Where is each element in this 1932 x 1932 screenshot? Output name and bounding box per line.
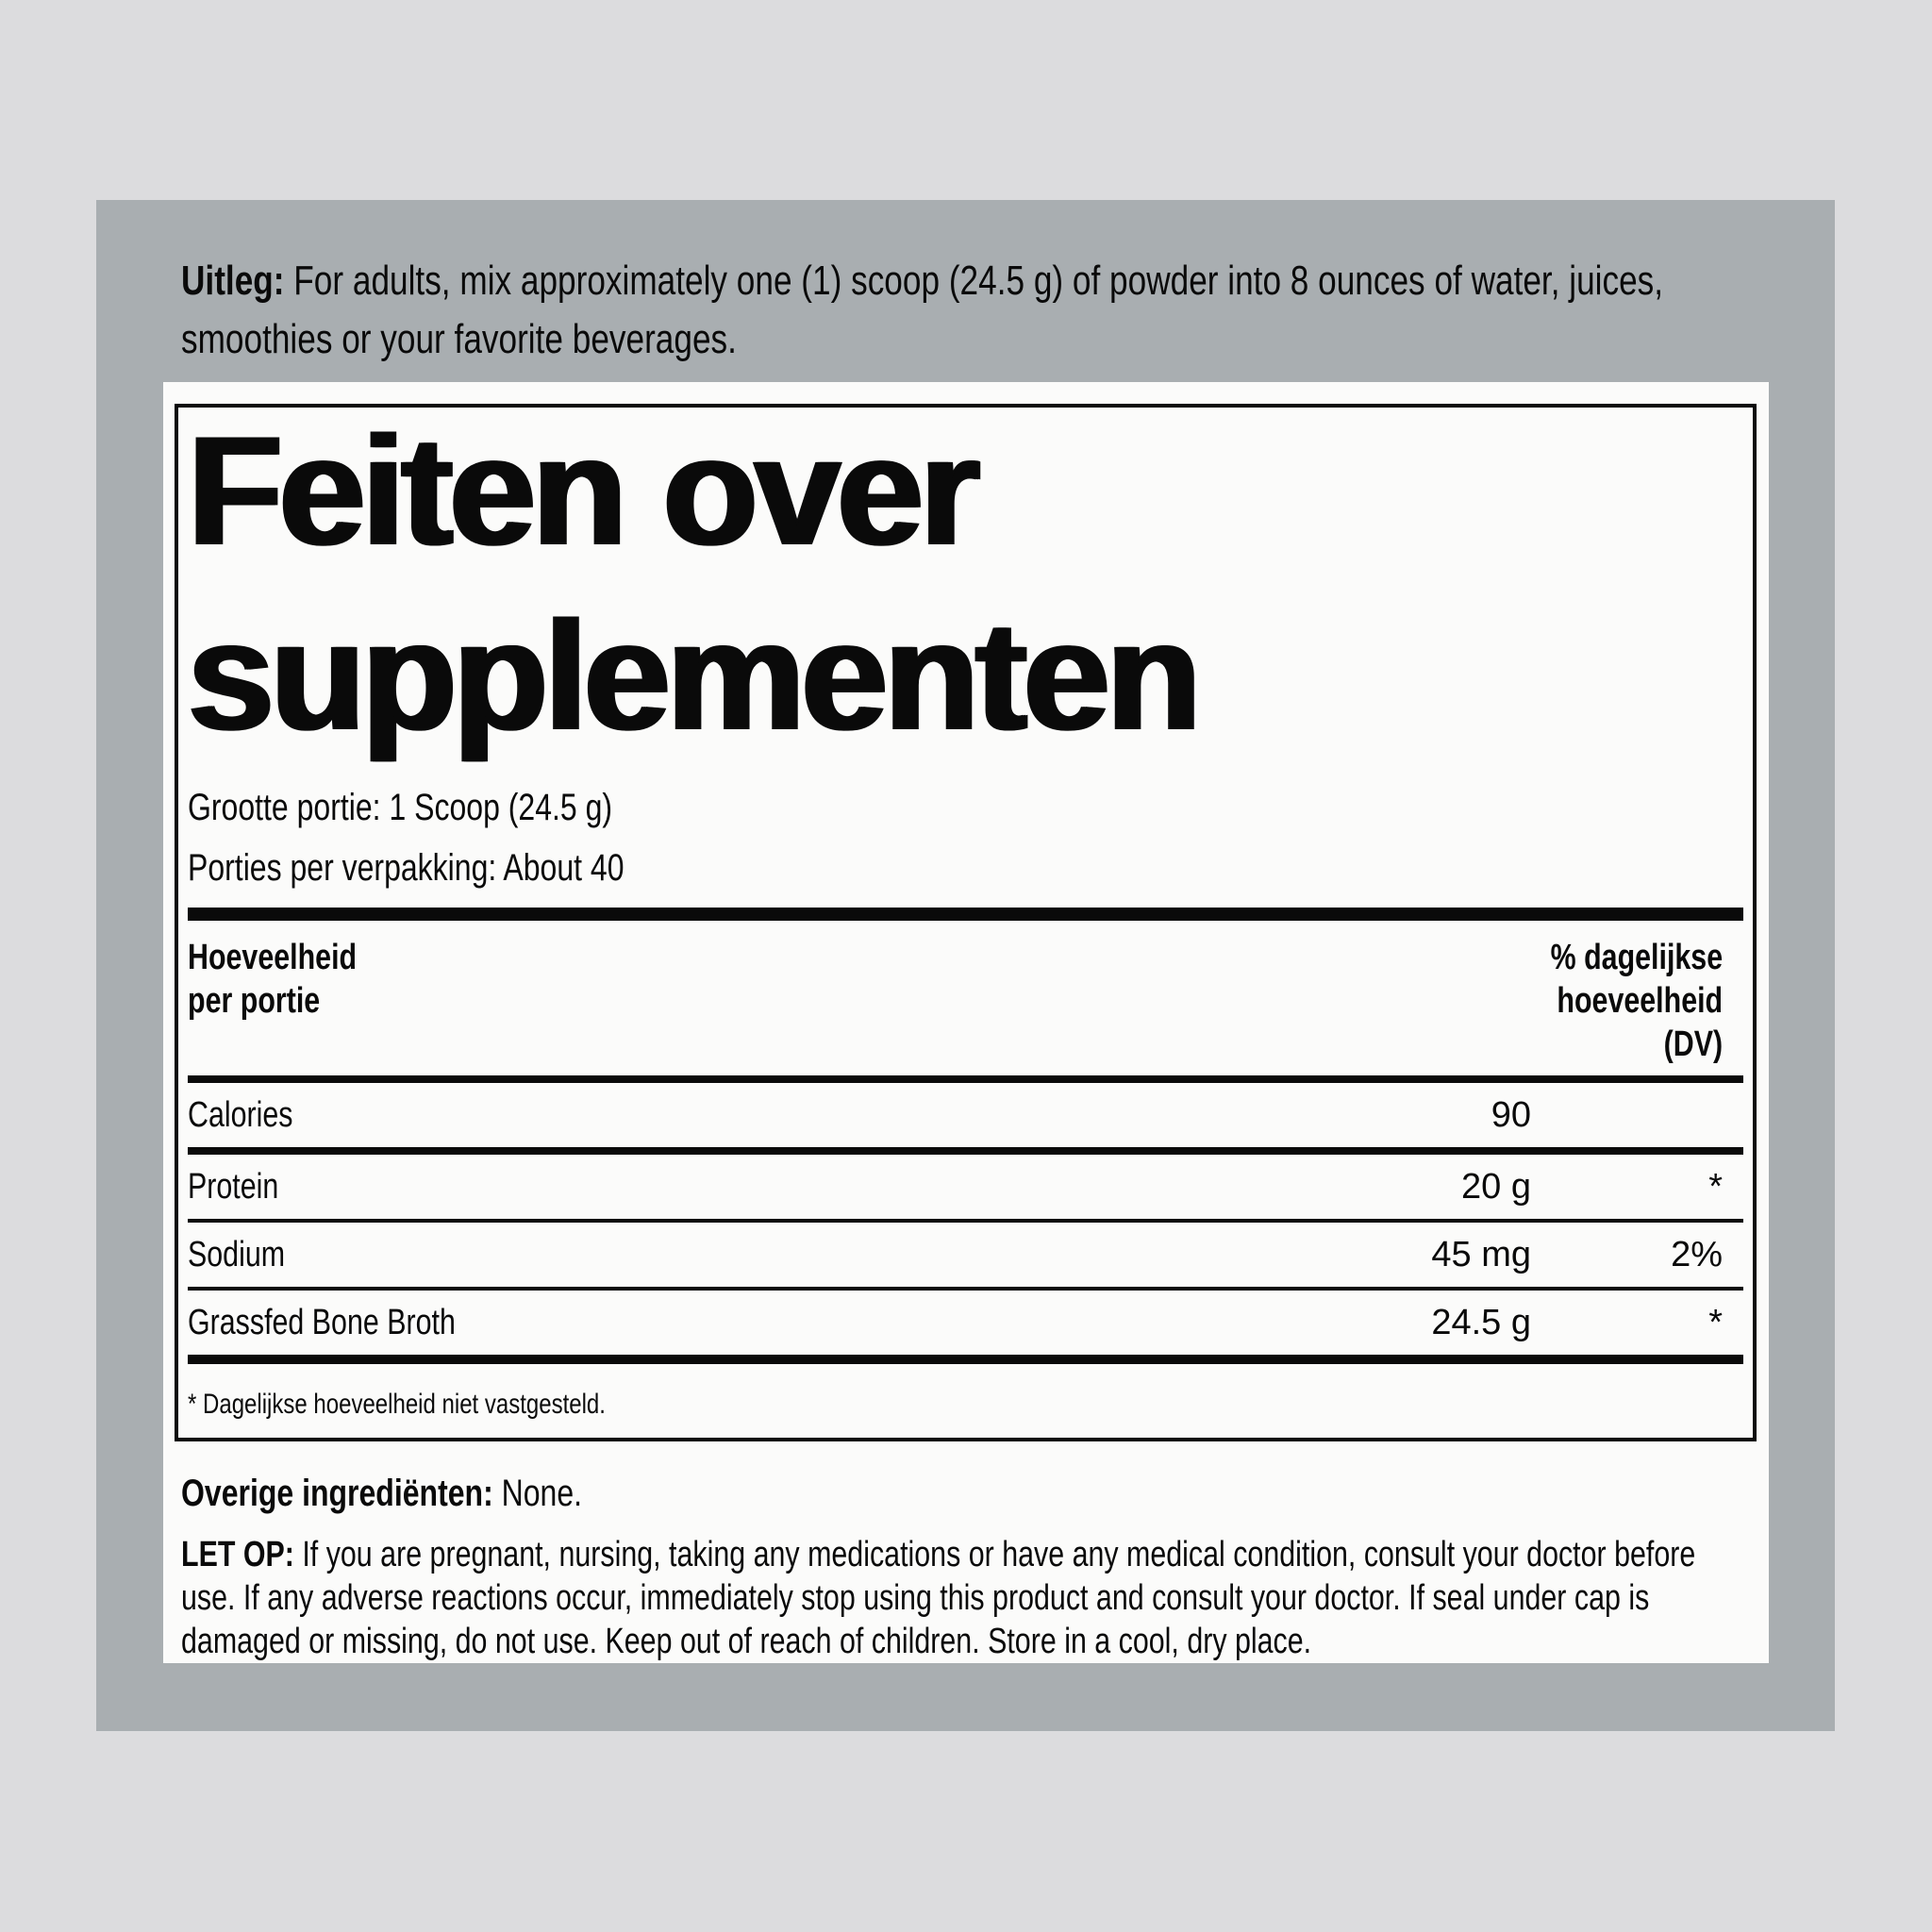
nutrient-amount: 90 — [1491, 1095, 1531, 1135]
warning-text: If you are pregnant, nursing, taking any… — [302, 1535, 1696, 1574]
warning-paragraph: LET OP: If you are pregnant, nursing, ta… — [181, 1533, 1769, 1663]
nutrient-name: Protein — [188, 1167, 279, 1207]
gray-label-panel: Uitleg: For adults, mix approximately on… — [96, 200, 1835, 1731]
table-row: Calories 90 — [188, 1083, 1743, 1147]
facts-title-line: Feiten over — [188, 404, 980, 577]
nutrient-name: Calories — [188, 1095, 293, 1135]
other-ingredients-line: Overige ingrediënten: None. — [181, 1467, 582, 1520]
thick-separator-bar — [188, 908, 1743, 921]
nutrient-dv — [1531, 1083, 1743, 1147]
daily-value-header: % dagelijkse hoeveelheid (DV) — [1550, 938, 1724, 1064]
nutrient-amount: 45 mg — [1431, 1235, 1531, 1274]
other-ingredients-text: None. — [501, 1473, 583, 1514]
bottom-separator-bar — [188, 1355, 1743, 1364]
supplement-label: Feiten over supplementen Grootte portie:… — [163, 382, 1769, 1663]
directions-text: For adults, mix approximately one (1) sc… — [293, 258, 1664, 304]
facts-title-line: supplementen — [188, 589, 1202, 762]
nutrient-dv: * — [1708, 1167, 1723, 1207]
directions-paragraph: Uitleg: For adults, mix approximately on… — [181, 252, 1932, 369]
table-row: Protein 20 g * — [188, 1155, 1743, 1219]
warning-line: damaged or missing, do not use. Keep out… — [181, 1622, 1312, 1661]
table-row: Grassfed Bone Broth 24.5 g * — [188, 1291, 1743, 1355]
other-ingredients-lead: Overige ingrediënten: — [181, 1473, 493, 1514]
nutrient-name: Grassfed Bone Broth — [188, 1303, 456, 1342]
table-row: Sodium 45 mg 2% — [188, 1223, 1743, 1287]
amount-per-serving-header: Hoeveelheid per portie — [188, 938, 358, 1021]
row-divider — [188, 1287, 1743, 1291]
nutrient-dv: 2% — [1671, 1235, 1723, 1274]
row-divider — [188, 1147, 1743, 1155]
nutrient-dv: * — [1708, 1303, 1723, 1342]
serving-size: Grootte portie: 1 Scoop (24.5 g) — [188, 787, 613, 828]
directions-line: smoothies or your favorite beverages. — [181, 316, 737, 362]
warning-line: use. If any adverse reactions occur, imm… — [181, 1578, 1650, 1618]
directions-line: Uitleg: For adults, mix approximately on… — [181, 252, 1663, 310]
other-ingredients: Overige ingrediënten: None. — [181, 1467, 682, 1520]
row-divider — [188, 1219, 1743, 1223]
table-header-row: Hoeveelheid per portie % dagelijkse hoev… — [188, 936, 1743, 1066]
nutrient-amount: 20 g — [1461, 1167, 1531, 1207]
facts-title: Feiten over supplementen — [188, 404, 1743, 768]
warning-lead: LET OP: — [181, 1535, 294, 1574]
nutrient-name: Sodium — [188, 1235, 286, 1274]
nutrient-amount: 24.5 g — [1431, 1303, 1531, 1342]
dv-footnote: * Dagelijkse hoeveelheid niet vastgestel… — [188, 1389, 606, 1420]
warning-line: LET OP: If you are pregnant, nursing, ta… — [181, 1533, 1695, 1576]
supplement-facts-panel: Feiten over supplementen Grootte portie:… — [175, 404, 1757, 1441]
servings-per-container: Porties per verpakking: About 40 — [188, 847, 625, 889]
header-rule-bar — [188, 1075, 1743, 1083]
directions-lead: Uitleg: — [181, 258, 285, 304]
